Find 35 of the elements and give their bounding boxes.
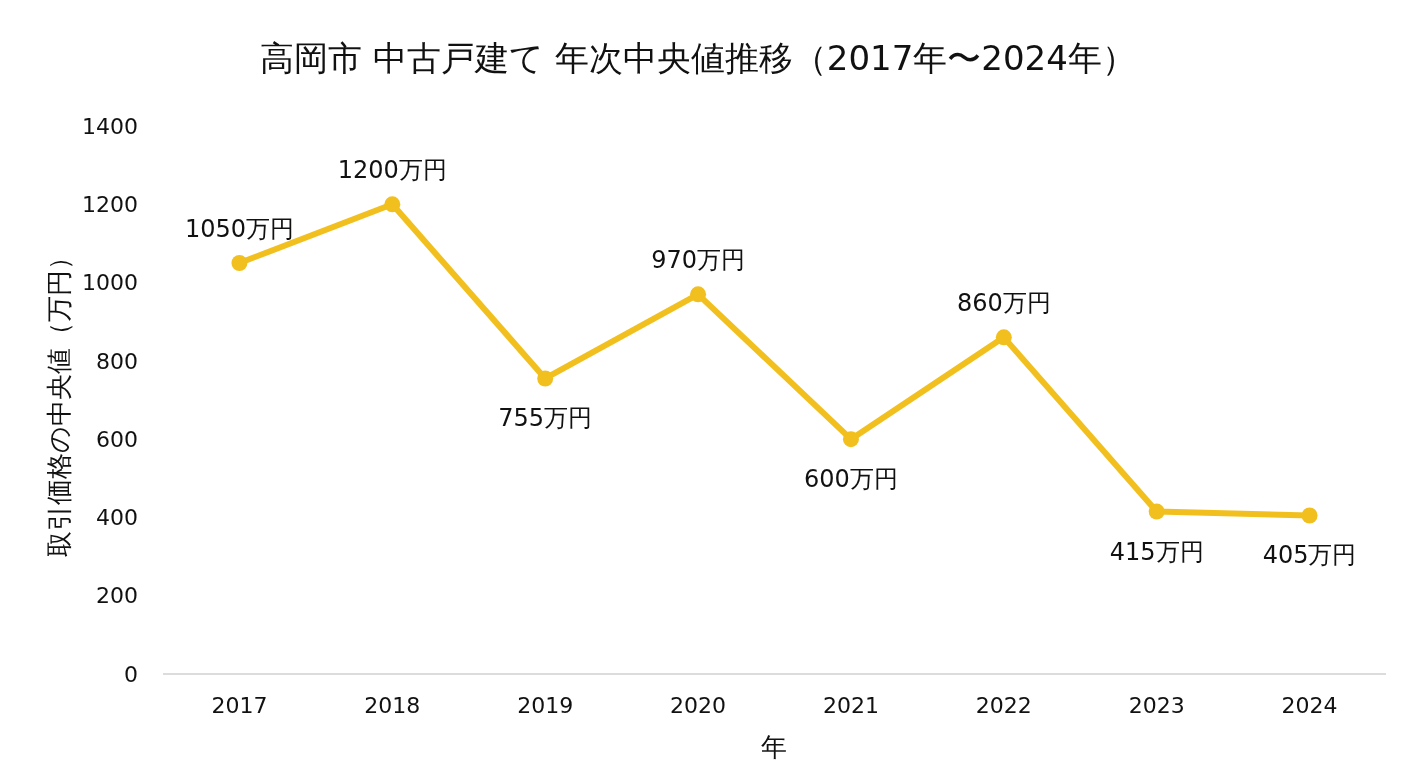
x-tick-label: 2022 — [975, 693, 1032, 718]
x-axis-title: 年 — [761, 732, 787, 762]
chart-title: 高岡市 中古戸建て 年次中央値推移（2017年〜2024年） — [260, 38, 1136, 78]
y-tick-label: 600 — [96, 426, 138, 452]
data-label: 1200万円 — [337, 156, 447, 185]
data-label: 970万円 — [651, 246, 745, 275]
x-tick-label: 2018 — [364, 693, 421, 718]
point — [537, 370, 554, 387]
data-label: 755万円 — [498, 404, 593, 433]
point — [1301, 507, 1318, 524]
y-tick-label: 1400 — [82, 113, 138, 139]
data-label: 1050万円 — [184, 215, 294, 243]
y-tick-label: 1200 — [82, 191, 138, 217]
x-tick-label: 2024 — [1281, 693, 1338, 718]
data-label: 600万円 — [804, 465, 898, 494]
y-axis-title: 取引価格の中央値（万円） — [44, 243, 74, 557]
y-tick-label: 400 — [96, 505, 138, 531]
x-tick-label: 2020 — [670, 693, 727, 718]
y-tick-label: 1000 — [82, 270, 138, 296]
x-tick-label: 2023 — [1128, 693, 1185, 718]
point — [690, 286, 707, 303]
y-tick-label: 0 — [124, 661, 138, 687]
point — [231, 255, 248, 271]
data-label: 405万円 — [1262, 541, 1357, 570]
point — [384, 196, 401, 213]
point — [1148, 503, 1165, 520]
x-tick-label: 2021 — [822, 693, 879, 718]
y-tick-label: 800 — [96, 348, 138, 374]
data-label: 415万円 — [1109, 537, 1204, 566]
point — [995, 329, 1012, 346]
point — [842, 431, 859, 448]
data-label: 860万円 — [956, 289, 1051, 318]
x-tick-label: 2019 — [517, 693, 574, 718]
x-tick-label: 2017 — [211, 693, 268, 718]
y-tick-label: 200 — [96, 583, 138, 609]
